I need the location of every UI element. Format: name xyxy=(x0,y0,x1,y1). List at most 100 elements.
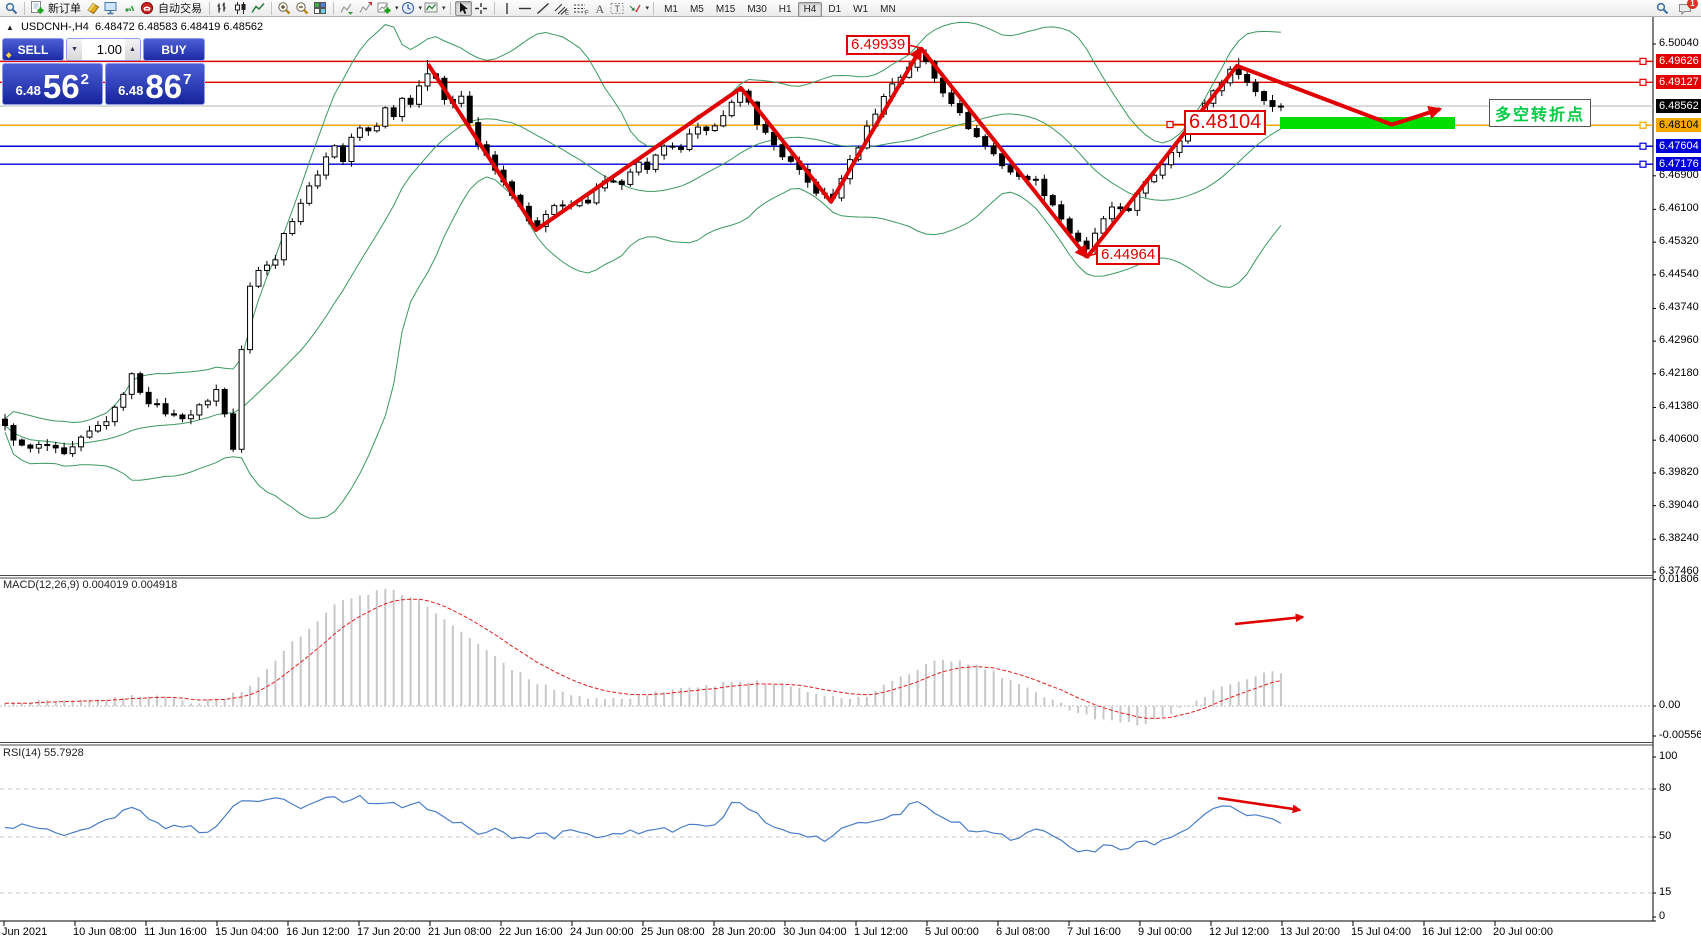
axis-tick-label: -0.005568 xyxy=(1659,729,1701,741)
time-axis-label: 21 Jun 08:00 xyxy=(428,926,492,938)
volume-increase-button[interactable]: ▲ xyxy=(125,39,140,60)
price-annotation-bottom[interactable]: 6.44964 xyxy=(1096,245,1161,265)
zigzag-trend-line[interactable] xyxy=(426,46,923,232)
time-axis-label: 1 Jul 12:00 xyxy=(854,926,908,938)
toolbar-separator xyxy=(653,1,655,15)
timeframe-m1-button[interactable]: M1 xyxy=(658,2,684,17)
buy-button-label: BUY xyxy=(161,42,187,57)
chart-shift-icon[interactable] xyxy=(357,1,375,16)
time-axis-label: 30 Jun 04:00 xyxy=(783,926,847,938)
volume-decrease-button[interactable]: ▼ xyxy=(67,39,82,60)
notifications-chat-icon[interactable]: 1 xyxy=(1677,0,1698,16)
timeframe-m30-button[interactable]: M30 xyxy=(741,2,772,17)
trendline-icon[interactable] xyxy=(535,1,552,16)
axis-tick-label: 6.42960 xyxy=(1659,334,1699,347)
chart-canvas[interactable] xyxy=(0,0,1656,943)
text-label-icon[interactable]: T xyxy=(609,1,626,16)
arrows-objects-icon[interactable] xyxy=(627,1,644,16)
text-icon[interactable]: A xyxy=(591,1,608,16)
toolbar: 新订单 自动交易 xyxy=(0,0,1701,17)
symbol-ohlc-values: 6.48472 6.48583 6.48419 6.48562 xyxy=(94,21,264,33)
data-window-icon[interactable] xyxy=(103,1,120,16)
price-annotation-pivot[interactable]: 6.48104 xyxy=(1184,110,1267,135)
bar-chart-icon[interactable] xyxy=(214,1,231,16)
equidistant-channel-icon[interactable]: E xyxy=(553,1,571,16)
bollinger-band-line xyxy=(4,176,1282,519)
timeframe-h1-button[interactable]: H1 xyxy=(773,2,798,17)
turning-point-note[interactable]: 多空转折点 xyxy=(1489,99,1592,127)
timeframe-h4-button[interactable]: H4 xyxy=(797,2,823,17)
timeframe-toolbar: M1 M5 M15 M30 H1 H4 D1 W1 MN xyxy=(658,0,902,17)
time-axis-label: 11 Jun 16:00 xyxy=(144,926,207,938)
axis-tick-label: 50 xyxy=(1659,830,1672,842)
market-watch-icon[interactable] xyxy=(85,1,102,16)
periods-icon[interactable] xyxy=(400,1,417,16)
signal-icon[interactable] xyxy=(121,1,138,16)
search-icon[interactable] xyxy=(1654,1,1671,16)
zoom-in-icon[interactable] xyxy=(276,1,293,16)
bid-price-panel[interactable]: 6.48 56 2 xyxy=(2,63,103,105)
fibonacci-icon[interactable]: F xyxy=(572,1,590,16)
line-chart-icon[interactable] xyxy=(250,1,267,16)
zoom-out-icon[interactable] xyxy=(294,1,311,16)
time-axis-label: 6 Jul 08:00 xyxy=(996,926,1050,938)
timeframe-w1-button[interactable]: W1 xyxy=(847,2,874,17)
time-axis-label: 22 Jun 16:00 xyxy=(499,926,563,938)
candlestick-chart-icon[interactable] xyxy=(232,1,249,16)
axis-tick-label: 6.39040 xyxy=(1659,498,1699,511)
sell-button[interactable]: SELL ◆ xyxy=(2,38,64,61)
axis-tick-label: 6.37460 xyxy=(1659,564,1699,577)
axis-tick-label: 0.01806 xyxy=(1659,572,1699,585)
timeframe-m15-button[interactable]: M15 xyxy=(710,2,741,17)
time-axis-label: 16 Jul 12:00 xyxy=(1422,926,1482,938)
time-axis-label: 10 Jun 08:00 xyxy=(73,926,137,938)
vertical-line-icon[interactable] xyxy=(499,1,516,16)
ask-price-prefix: 6.48 xyxy=(118,83,144,98)
symbol-name: USDCNH-,H4 xyxy=(20,21,89,33)
price-badge: 6.48562 xyxy=(1656,99,1701,114)
time-axis-label: 24 Jun 00:00 xyxy=(570,926,634,938)
time-axis-label: 20 Jul 00:00 xyxy=(1493,926,1553,938)
time-axis-label: 28 Jun 20:00 xyxy=(712,926,776,938)
zigzag-trend-line[interactable] xyxy=(919,46,1089,259)
autotrade-icon[interactable] xyxy=(139,1,156,16)
buy-button[interactable]: BUY xyxy=(143,38,205,61)
horizontal-line-icon[interactable] xyxy=(517,1,534,16)
ask-price-panel[interactable]: 6.48 86 7 xyxy=(104,63,205,105)
add-indicator-icon[interactable] xyxy=(376,1,393,16)
price-annotation-peak[interactable]: 6.49939 xyxy=(846,35,911,55)
axis-tick-label: 80 xyxy=(1659,782,1672,794)
rsi-indicator-label: RSI(14) 55.7928 xyxy=(3,747,84,759)
axis-tick-label: 6.42180 xyxy=(1659,366,1699,379)
ask-price-main: 86 xyxy=(145,68,183,105)
time-axis-label: 5 Jul 00:00 xyxy=(925,926,979,938)
price-badge: 6.49626 xyxy=(1656,54,1701,69)
volume-input[interactable] xyxy=(82,39,125,60)
axis-tick-label: 6.45320 xyxy=(1659,235,1699,248)
timeframe-m5-button[interactable]: M5 xyxy=(684,2,710,17)
templates-dropdown-caret[interactable]: ▾ xyxy=(442,5,446,12)
price-badge: 6.48104 xyxy=(1656,118,1701,133)
new-order-icon[interactable] xyxy=(29,1,46,16)
toolbar-separator xyxy=(209,1,210,15)
timeframe-d1-button[interactable]: D1 xyxy=(822,2,847,17)
symbol-info-bar: ▲ USDCNH-,H4 6.48472 6.48583 6.48419 6.4… xyxy=(6,21,263,33)
collapse-triangle-icon[interactable]: ▲ xyxy=(6,23,14,32)
arrows-dropdown-caret[interactable]: ▾ xyxy=(645,5,650,12)
tile-windows-icon[interactable] xyxy=(312,1,329,16)
cursor-icon[interactable] xyxy=(454,0,472,16)
zigzag-trend-line[interactable] xyxy=(1085,63,1443,259)
new-order-button[interactable]: 新订单 xyxy=(48,3,81,15)
axis-tick-label: 0.00 xyxy=(1659,699,1681,711)
templates-icon[interactable] xyxy=(423,1,440,16)
add-indicator-dropdown-caret[interactable]: ▾ xyxy=(395,5,399,12)
autotrade-button[interactable]: 自动交易 xyxy=(158,3,202,15)
crosshair-icon[interactable] xyxy=(473,1,490,16)
svg-text:F: F xyxy=(585,10,589,15)
bid-price-main: 56 xyxy=(42,68,80,105)
search-icon[interactable] xyxy=(3,1,20,16)
auto-scroll-icon[interactable] xyxy=(338,1,356,16)
periods-dropdown-caret[interactable]: ▾ xyxy=(418,5,423,12)
timeframe-mn-button[interactable]: MN xyxy=(874,2,902,17)
